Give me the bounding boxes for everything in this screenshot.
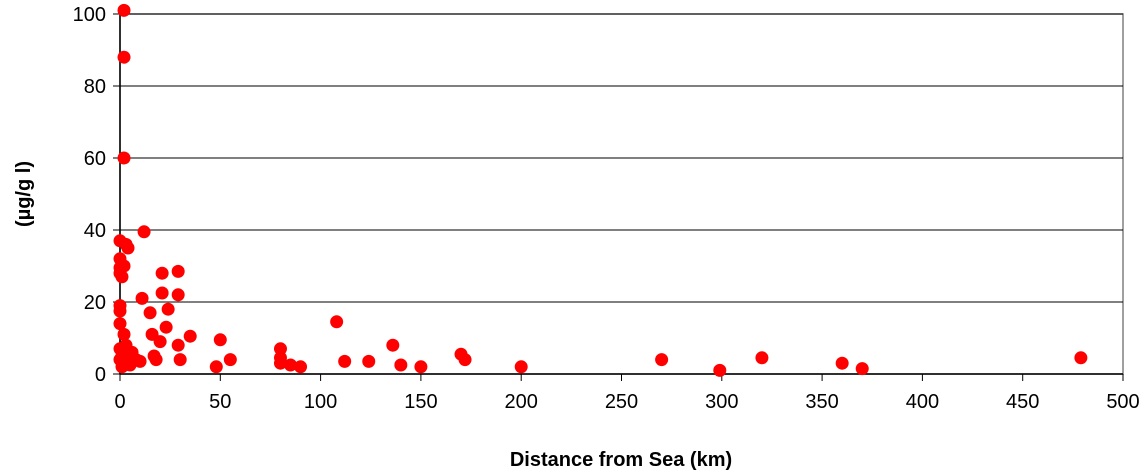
data-point [113,304,127,318]
x-tick-label: 300 [705,391,738,413]
data-point [284,358,298,372]
data-point [183,329,197,343]
gridlines [120,13,1123,303]
data-point [223,353,237,367]
data-point [149,353,163,367]
data-point [386,338,400,352]
y-tick-label: 40 [84,220,106,242]
data-point [755,351,769,365]
x-tick-label: 500 [1106,391,1139,413]
data-point [155,286,169,300]
data-point [171,338,185,352]
data-point [173,353,187,367]
y-axis-title: (µg/g l) [13,161,35,227]
y-axis-ticks: 0 20 40 60 80 100 [73,4,120,386]
y-tick-label: 100 [73,4,106,26]
data-point [394,358,408,372]
x-tick-label: 100 [304,391,337,413]
x-tick-label: 400 [906,391,939,413]
data-point [113,317,127,331]
data-point [117,327,131,341]
data-point [330,315,344,329]
data-points [113,3,1088,377]
data-point [153,335,167,349]
data-point [159,320,173,334]
data-point [213,333,227,347]
data-point [273,356,287,370]
data-point [117,151,131,165]
data-point [458,353,472,367]
x-tick-label: 250 [605,391,638,413]
data-point [121,241,135,255]
x-axis-ticks: 0 50 100 150 200 250 300 350 400 450 500 [114,374,1140,413]
x-tick-label: 50 [209,391,231,413]
data-point [1074,351,1088,365]
x-tick-label: 450 [1006,391,1039,413]
x-tick-label: 150 [404,391,437,413]
data-point [115,270,129,284]
data-point [855,362,869,376]
x-tick-label: 350 [805,391,838,413]
y-tick-label: 60 [84,148,106,170]
data-point [294,360,308,374]
data-point [209,360,223,374]
y-tick-label: 20 [84,292,106,314]
data-point [171,264,185,278]
data-point [155,266,169,280]
data-point [117,3,131,17]
x-tick-label: 0 [114,391,125,413]
data-point [135,291,149,305]
y-tick-label: 80 [84,76,106,98]
data-point [171,288,185,302]
data-point [338,354,352,368]
data-point [414,360,428,374]
x-axis-title: Distance from Sea (km) [510,449,732,471]
plot-area [119,13,1124,375]
data-point [713,363,727,377]
data-point [161,302,175,316]
data-point [137,225,151,239]
x-tick-label: 200 [505,391,538,413]
data-point [117,50,131,64]
data-point [133,354,147,368]
data-point [117,259,131,273]
data-point [362,354,376,368]
y-tick-label: 0 [95,364,106,386]
data-point [655,353,669,367]
data-point [835,356,849,370]
data-point [143,306,157,320]
data-point [514,360,528,374]
data-point [273,342,287,356]
